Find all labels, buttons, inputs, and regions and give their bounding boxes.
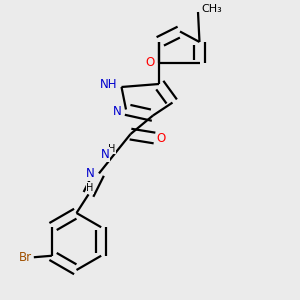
Text: O: O bbox=[157, 131, 166, 145]
Text: N: N bbox=[100, 148, 109, 161]
Text: H: H bbox=[108, 143, 115, 154]
Text: Br: Br bbox=[19, 251, 32, 264]
Text: N: N bbox=[85, 167, 94, 180]
Text: H: H bbox=[86, 183, 94, 193]
Text: N: N bbox=[113, 105, 122, 119]
Text: NH: NH bbox=[100, 78, 118, 91]
Text: O: O bbox=[146, 56, 154, 70]
Text: CH₃: CH₃ bbox=[201, 4, 222, 14]
